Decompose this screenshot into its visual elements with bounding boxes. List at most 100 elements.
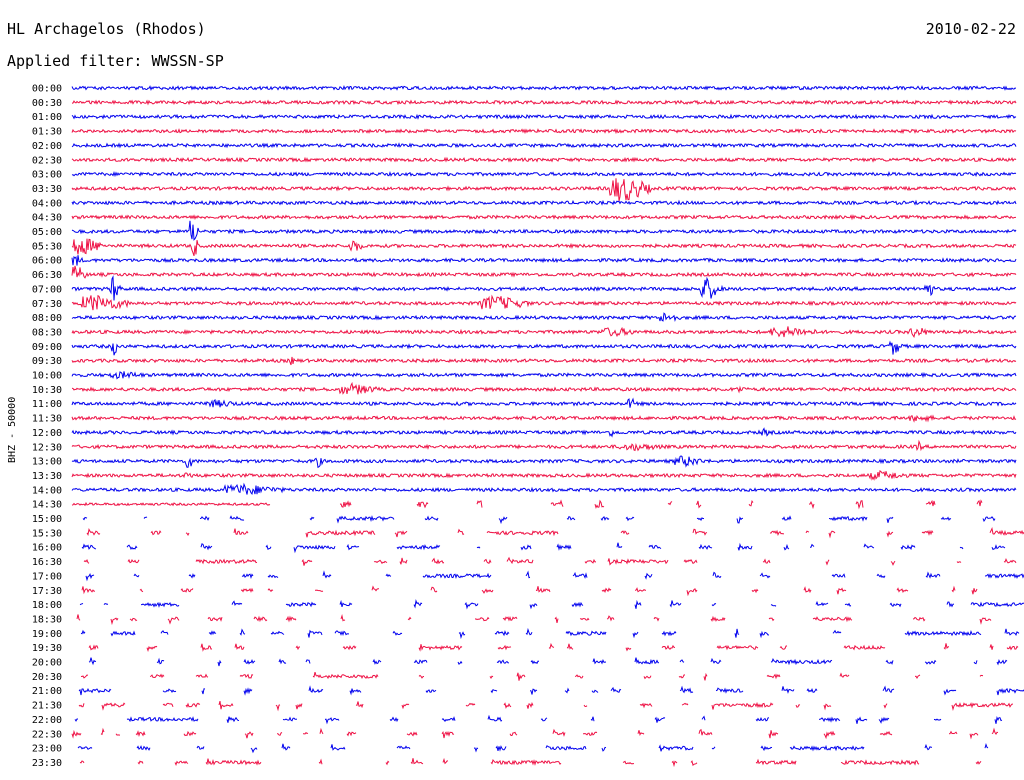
trace-row: [78, 700, 1013, 712]
hour-label: 20:00: [32, 658, 62, 669]
trace-row: [71, 170, 1017, 178]
trace-row: [71, 265, 1017, 279]
trace-row: [71, 397, 1017, 408]
station-title: HL Archagelos (Rhodos): [7, 20, 206, 38]
trace-row: [71, 381, 1017, 395]
hour-label: 17:00: [32, 571, 62, 582]
hour-label: 01:30: [32, 127, 62, 138]
trace-row: [71, 312, 1017, 323]
trace-row: [71, 275, 1017, 301]
hour-label: 08:00: [32, 313, 62, 324]
hour-label: 01:00: [32, 112, 62, 123]
trace-row: [82, 515, 996, 525]
trace-row: [86, 527, 1024, 539]
hour-label: 20:30: [32, 672, 62, 683]
hour-label: 23:30: [32, 758, 62, 769]
hour-label: 22:30: [32, 729, 62, 740]
hour-label: 00:00: [32, 84, 62, 95]
trace-row: [71, 371, 1017, 380]
hour-label: 09:00: [32, 342, 62, 353]
hour-label: 04:30: [32, 213, 62, 224]
hour-label: 03:00: [32, 170, 62, 181]
trace-row: [71, 482, 1017, 496]
trace-row: [71, 414, 1017, 423]
hour-label: 13:30: [32, 471, 62, 482]
hour-label: 18:30: [32, 614, 62, 625]
hour-label: 05:00: [32, 227, 62, 238]
hour-label: 16:00: [32, 543, 62, 554]
hour-labels: 00:00 00:30 01:00 01:30 02:00 02:30 03:00 03:30…: [32, 84, 62, 769]
trace-row: [83, 556, 1017, 566]
filter-prefix: Applied filter:: [7, 52, 143, 70]
hour-label: 19:30: [32, 643, 62, 654]
trace-row: [81, 585, 978, 597]
hour-label: 21:00: [32, 686, 62, 697]
hour-label: 17:30: [32, 586, 62, 597]
trace-row: [79, 599, 1024, 610]
hour-label: 08:30: [32, 327, 62, 338]
date-label: 2010-02-22: [925, 20, 1016, 38]
trace-row: [71, 255, 1017, 266]
trace-row: [88, 657, 1008, 667]
trace-row: [71, 326, 1017, 339]
hour-label: 14:30: [32, 500, 62, 511]
channel-label: BHZ - 50000: [7, 397, 18, 463]
trace-row: [78, 685, 1024, 696]
trace-row: [71, 727, 999, 740]
trace-row: [71, 455, 1017, 469]
traces: [71, 85, 1024, 768]
trace-row: [80, 627, 1020, 640]
trace-row: [71, 85, 1017, 92]
hour-label: 02:00: [32, 141, 62, 152]
trace-row: [71, 356, 1017, 366]
trace-row: [71, 238, 1017, 257]
hour-label: 22:00: [32, 715, 62, 726]
trace-row: [81, 542, 1006, 554]
hour-label: 14:00: [32, 485, 62, 496]
filter-name: WWSSN-SP: [151, 52, 224, 70]
hour-label: 15:00: [32, 514, 62, 525]
trace-row: [80, 671, 984, 681]
hour-label: 11:00: [32, 399, 62, 410]
hour-label: 15:30: [32, 528, 62, 539]
hour-label: 03:30: [32, 184, 62, 195]
trace-row: [71, 178, 1017, 202]
trace-row: [71, 156, 1017, 163]
trace-row: [71, 499, 983, 510]
hour-label: 07:30: [32, 299, 62, 310]
trace-row: [71, 470, 1017, 481]
hour-label: 06:30: [32, 270, 62, 281]
trace-row: [71, 439, 1017, 452]
trace-row: [71, 220, 1017, 241]
trace-row: [71, 142, 1017, 149]
trace-row: [71, 128, 1017, 135]
trace-row: [71, 340, 1017, 356]
trace-row: [71, 294, 1017, 311]
hour-label: 13:00: [32, 457, 62, 468]
trace-row: [71, 199, 1017, 206]
hour-label: 00:30: [32, 98, 62, 109]
hour-label: 21:30: [32, 701, 62, 712]
hour-label: 18:00: [32, 600, 62, 611]
trace-row: [71, 427, 1017, 438]
hour-label: 02:30: [32, 155, 62, 166]
hour-label: 10:00: [32, 371, 62, 382]
hour-label: 04:00: [32, 198, 62, 209]
hour-label: 10:30: [32, 385, 62, 396]
hour-label: 19:00: [32, 629, 62, 640]
hour-label: 12:30: [32, 442, 62, 453]
trace-row: [79, 757, 982, 768]
hour-label: 23:00: [32, 744, 62, 755]
trace-row: [77, 742, 989, 754]
hour-label: 07:00: [32, 284, 62, 295]
trace-row: [71, 99, 1017, 106]
filter-line: Applied filter: WWSSN-SP: [7, 52, 224, 70]
hour-label: 09:30: [32, 356, 62, 367]
trace-row: [85, 570, 1024, 582]
hour-label: 05:30: [32, 241, 62, 252]
hour-label: 16:30: [32, 557, 62, 568]
trace-row: [71, 113, 1017, 120]
trace-row: [71, 214, 1016, 221]
trace-row: [76, 613, 992, 626]
